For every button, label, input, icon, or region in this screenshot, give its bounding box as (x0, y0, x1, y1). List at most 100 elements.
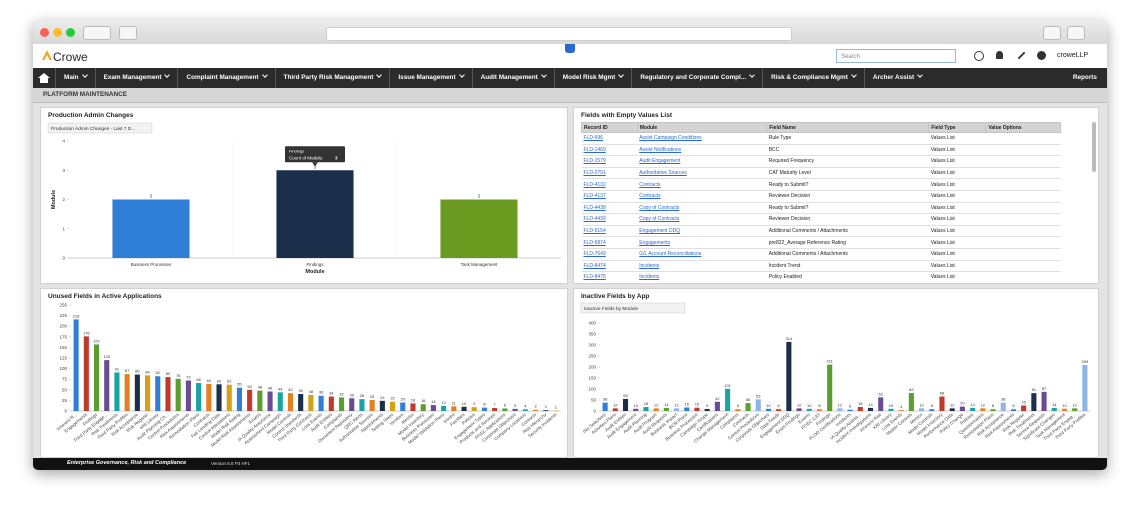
value-label: 2 (150, 194, 153, 199)
bar (633, 408, 639, 411)
nav-item[interactable]: Third Party Risk Management (274, 68, 390, 88)
nav-item[interactable]: Regulatory and Corporate Compl... (631, 68, 762, 88)
logo-text[interactable]: Crowe (53, 50, 88, 64)
panel-title: Fields with Empty Values List (581, 112, 673, 119)
table-cell[interactable]: FLD-7649 (581, 248, 638, 261)
table-cell: Additional Comments / Attachments (766, 248, 929, 261)
table-cell[interactable]: Engagements (637, 236, 767, 249)
minimize-button[interactable] (53, 28, 62, 37)
value-label: 28 (360, 393, 365, 398)
nav-item[interactable]: Archer Assist (863, 68, 930, 88)
value-label: 81 (1032, 387, 1037, 392)
table-cell: CAT Maturity Level (766, 167, 929, 180)
bar (867, 407, 874, 411)
value-label: 87 (125, 368, 130, 373)
bar (134, 374, 140, 411)
table-cell[interactable]: FLD-4439 (581, 213, 638, 226)
table-cell: BCC (766, 144, 929, 157)
back-forward[interactable] (83, 26, 111, 40)
sidebar-button[interactable] (119, 26, 137, 40)
reports-link[interactable]: Reports (1072, 74, 1097, 81)
y-tick-label: 2 (62, 197, 65, 202)
notifications-icon[interactable] (996, 51, 1003, 59)
value-label: 10 (889, 403, 894, 408)
bar (806, 408, 812, 411)
help-icon[interactable] (1037, 51, 1046, 60)
y-tick-label: 0 (62, 256, 65, 261)
zoom-button[interactable] (66, 28, 75, 37)
nav-item[interactable]: Model Risk Mgmt (553, 68, 632, 88)
chart-panel: Production Admin Changes Production Admin… (40, 107, 568, 284)
table-cell[interactable]: Audit Engagement (637, 155, 767, 168)
bar (114, 372, 120, 411)
value-label: 3 (534, 404, 537, 409)
value-label: 14 (1052, 402, 1057, 407)
table-cell[interactable]: Copy of Contracts (637, 213, 767, 226)
close-button[interactable] (40, 28, 49, 37)
value-label: 14 (970, 402, 975, 407)
y-tick-label: 100 (59, 366, 67, 371)
dropdown[interactable]: Inactive Fields by Module (580, 302, 686, 314)
table-cell[interactable]: FLD-5874 (581, 236, 638, 249)
table-cell[interactable]: G/L Account Reconciliations (637, 248, 767, 261)
bar (104, 360, 110, 411)
chart: Production Admin Changes Production Admin… (47, 112, 561, 275)
table-cell[interactable]: FLD-1469 (581, 144, 638, 157)
nav-item[interactable]: Exam Management (94, 68, 178, 88)
nav-item[interactable]: Main (55, 68, 95, 88)
nav-item[interactable]: Risk & Compliance Mgmt (762, 68, 864, 88)
bar (765, 408, 771, 411)
table-row: FLD-1469 Assist Notifications BCC Values Li… (581, 144, 1061, 157)
bar (471, 407, 477, 411)
value-label: 10 (634, 403, 639, 408)
dropdown[interactable]: Production Admin Changes - Last 7 D... (47, 122, 153, 134)
table-cell[interactable]: FLD-5154 (581, 225, 638, 238)
table-cell[interactable]: FLD-696 (581, 132, 638, 145)
table-cell[interactable]: Copy of Contracts (637, 202, 767, 215)
column-header: Module (636, 122, 768, 133)
bar (653, 408, 659, 411)
nav-item[interactable]: Complaint Management (177, 68, 274, 88)
value-label: 157 (93, 338, 100, 343)
table-row: FLD-2791 Authoritative Sources CAT Maturit… (581, 167, 1061, 180)
table-cell[interactable]: Assist Campaign Conditions (637, 132, 767, 145)
bar (980, 408, 986, 411)
home-icon[interactable] (33, 68, 55, 88)
table-cell[interactable]: Contracts (637, 178, 767, 191)
bar (735, 409, 741, 411)
table-cell[interactable]: FLD-2791 (581, 167, 638, 180)
table-cell[interactable]: FLD-4137 (581, 190, 638, 203)
value-label: 53 (756, 393, 761, 398)
table-cell[interactable]: FLD-4438 (581, 202, 638, 215)
tooltip-label: Count of Module: (289, 155, 323, 160)
tabs-button[interactable] (1067, 26, 1085, 40)
table-cell[interactable]: Incidents (637, 260, 767, 273)
user-menu[interactable]: croweLLP (1057, 52, 1089, 59)
table-cell[interactable]: Engagement DDQ (637, 225, 767, 238)
table-cell[interactable]: Incidents (637, 271, 767, 282)
nav-item[interactable]: Issue Management (389, 68, 471, 88)
table-cell[interactable]: Assist Notifications (637, 144, 767, 157)
table-cell[interactable]: FLD-8474 (581, 260, 638, 273)
workspace-title[interactable]: PLATFORM MAINTENANCE (43, 91, 128, 98)
bar (674, 408, 680, 411)
value-label: 24 (380, 395, 385, 400)
share-button[interactable] (1043, 26, 1061, 40)
nav-item[interactable]: Audit Management (471, 68, 554, 88)
table-cell[interactable]: FLD-1579 (581, 155, 638, 168)
address-bar[interactable] (326, 27, 792, 41)
table-cell[interactable]: Authoritative Sources (637, 167, 767, 180)
search-box[interactable]: Search (836, 49, 956, 63)
scrollbar[interactable] (1092, 122, 1096, 172)
table-cell[interactable]: Contracts (637, 190, 767, 203)
value-label: 63 (217, 378, 222, 383)
table-cell[interactable]: FLD-4132 (581, 178, 638, 191)
history-icon[interactable] (974, 51, 984, 61)
table-cell (985, 155, 1061, 168)
tooltip-arrow (312, 162, 318, 167)
collapse-tab[interactable] (565, 44, 575, 53)
table-cell[interactable]: FLD-8475 (581, 271, 638, 282)
title-bar (33, 20, 1107, 45)
settings-icon[interactable] (1015, 49, 1028, 62)
